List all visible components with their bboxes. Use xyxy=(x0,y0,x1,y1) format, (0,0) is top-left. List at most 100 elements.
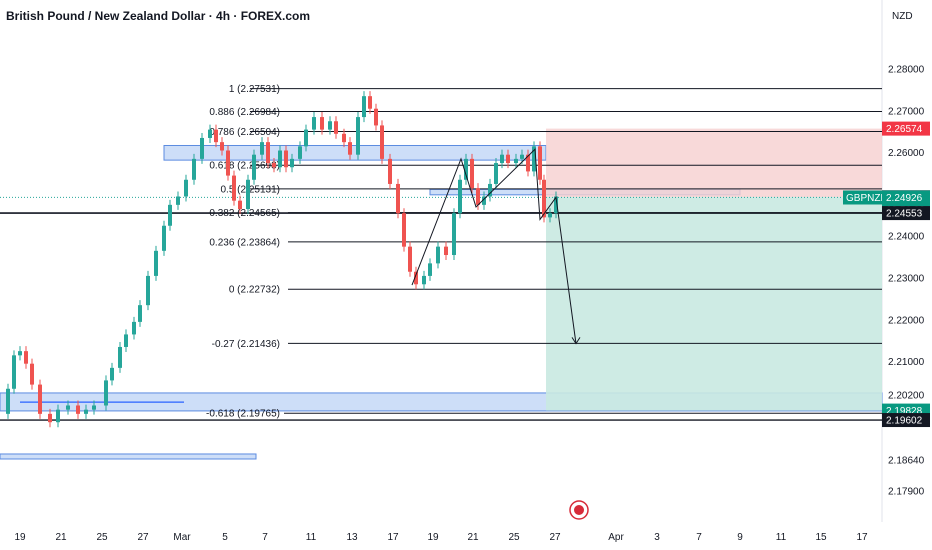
candle xyxy=(146,270,150,311)
projection-path[interactable] xyxy=(411,148,577,344)
take-profit-area[interactable] xyxy=(546,197,882,411)
candle-body xyxy=(334,121,338,134)
candle-body xyxy=(226,150,230,176)
candle xyxy=(124,329,128,352)
candle xyxy=(380,120,384,164)
candle-body xyxy=(92,405,96,410)
candle xyxy=(428,258,432,281)
candle xyxy=(30,358,34,390)
candle-body xyxy=(184,179,188,197)
y-tick-label: 2.27000 xyxy=(888,106,925,117)
candle xyxy=(138,300,142,327)
candle-body xyxy=(6,388,10,414)
candle xyxy=(388,153,392,189)
candle-body xyxy=(436,246,440,264)
candle xyxy=(532,141,536,177)
candle-body xyxy=(470,158,474,189)
fib-label: 0.618 (2.25698) xyxy=(209,161,280,172)
candle-body xyxy=(192,158,196,180)
candle-body xyxy=(76,405,80,414)
x-tick-label: Mar xyxy=(173,532,191,543)
candle xyxy=(246,174,250,215)
price-tag-bg xyxy=(882,121,930,136)
candle-body xyxy=(176,196,180,205)
candle-body xyxy=(290,158,294,168)
x-tick-label: 19 xyxy=(427,532,439,543)
candle-body xyxy=(494,163,498,184)
x-tick-label: 9 xyxy=(737,532,743,543)
candle xyxy=(66,400,70,415)
stop-loss-area[interactable] xyxy=(546,128,882,198)
y-tick-label: 2.22000 xyxy=(888,315,925,326)
candle-body xyxy=(146,275,150,306)
x-tick-label: 21 xyxy=(467,532,479,543)
candle xyxy=(18,346,22,361)
candle-body xyxy=(30,363,34,385)
candle-body xyxy=(260,142,264,155)
candle-body xyxy=(18,351,22,356)
chart-title: British Pound / New Zealand Dollar · 4h … xyxy=(6,9,311,23)
candle xyxy=(538,141,542,185)
candle-body xyxy=(154,250,158,276)
candle xyxy=(290,153,294,173)
currency-label: NZD xyxy=(892,11,913,22)
candle-body xyxy=(374,108,378,126)
candle xyxy=(328,116,332,135)
candle xyxy=(506,149,510,169)
candle xyxy=(444,241,448,261)
candle xyxy=(232,170,236,206)
price-tag: 2.19828 xyxy=(886,406,923,417)
fib-label: 0.236 (2.23864) xyxy=(209,237,280,248)
candle-body xyxy=(56,409,60,423)
candle-body xyxy=(500,154,504,164)
candle xyxy=(260,137,264,160)
candle xyxy=(162,220,166,256)
candle xyxy=(220,137,224,156)
candle xyxy=(334,116,338,139)
candle-body xyxy=(24,351,28,364)
candle xyxy=(414,266,418,290)
candle-body xyxy=(132,321,136,335)
candle-body xyxy=(110,367,114,381)
candle-body xyxy=(520,154,524,159)
candle-body xyxy=(312,117,316,130)
candle-body xyxy=(452,213,456,256)
candle xyxy=(92,400,96,415)
x-tick-label: 15 xyxy=(815,532,827,543)
fib-label: 0.886 (2.26984) xyxy=(209,107,280,118)
candle-body xyxy=(208,129,212,138)
candle-body xyxy=(532,146,536,172)
x-tick-label: 11 xyxy=(776,532,787,543)
candle-body xyxy=(444,246,448,256)
candle-body xyxy=(246,179,250,210)
candle-body xyxy=(542,179,546,218)
candle-body xyxy=(104,380,108,406)
candle-body xyxy=(476,188,480,205)
x-tick-label: 7 xyxy=(262,532,268,543)
fib-label: -0.27 (2.21436) xyxy=(212,339,280,350)
x-tick-label: 19 xyxy=(14,532,26,543)
candle xyxy=(184,174,188,202)
x-tick-label: 3 xyxy=(654,532,660,543)
replay-icon[interactable] xyxy=(569,500,589,520)
candle-body xyxy=(356,117,360,155)
price-tag: 2.24926 xyxy=(886,193,923,204)
candle-body xyxy=(488,183,492,197)
low-zone[interactable] xyxy=(0,453,257,460)
candle-body xyxy=(368,96,372,109)
candle xyxy=(458,174,462,219)
candle xyxy=(56,404,60,428)
candle xyxy=(284,145,288,173)
candle-body xyxy=(402,213,406,247)
candle xyxy=(320,112,324,135)
price-tag: 2.24553 xyxy=(886,209,923,220)
candle-body xyxy=(526,154,530,172)
candle xyxy=(176,191,180,210)
candle xyxy=(84,404,88,419)
candle-body xyxy=(348,142,352,155)
candle xyxy=(402,208,406,252)
candle xyxy=(408,241,412,277)
candle xyxy=(514,153,518,169)
candle xyxy=(238,195,242,215)
